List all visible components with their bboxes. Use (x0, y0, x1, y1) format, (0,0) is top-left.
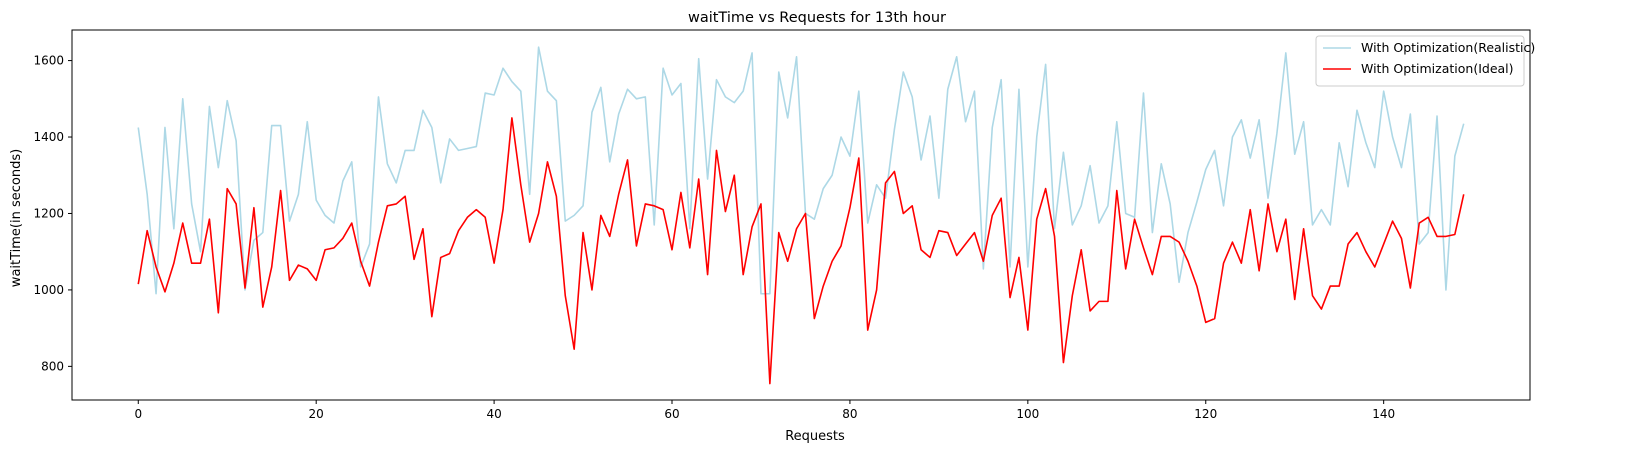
x-axis-label: Requests (785, 429, 845, 444)
y-tick-label: 1600 (33, 54, 64, 68)
x-tick-label: 40 (486, 407, 501, 421)
plot-frame (71, 29, 1531, 401)
legend-frame (1315, 35, 1525, 87)
x-tick-label: 80 (842, 407, 857, 421)
x-tick-label: 100 (1016, 407, 1039, 421)
y-tick-label: 800 (41, 359, 64, 373)
y-tick-label: 1000 (33, 283, 64, 297)
legend-label-ideal: With Optimization(Ideal) (1361, 61, 1514, 76)
y-tick-label: 1200 (33, 206, 64, 220)
y-tick-label: 1400 (33, 130, 64, 144)
x-tick-label: 120 (1194, 407, 1217, 421)
x-tick-label: 60 (664, 407, 679, 421)
x-tick-label: 20 (309, 407, 324, 421)
x-axis: 0 20 40 60 80 100 120 140 (134, 400, 1395, 421)
y-axis-label: waitTime(in seconds) (9, 149, 24, 287)
chart-title: waitTime vs Requests for 13th hour (688, 10, 946, 26)
legend-label-realistic: With Optimization(Realistic) (1361, 40, 1535, 55)
x-tick-label: 140 (1372, 407, 1395, 421)
plot-area (71, 29, 1531, 401)
series-line-0 (137, 46, 1465, 295)
legend: With Optimization(Realistic) With Optimi… (1315, 35, 1535, 87)
series-line-1 (137, 117, 1465, 385)
y-axis: 800 1000 1200 1400 1600 (33, 54, 72, 373)
x-tick-label: 0 (134, 407, 142, 421)
